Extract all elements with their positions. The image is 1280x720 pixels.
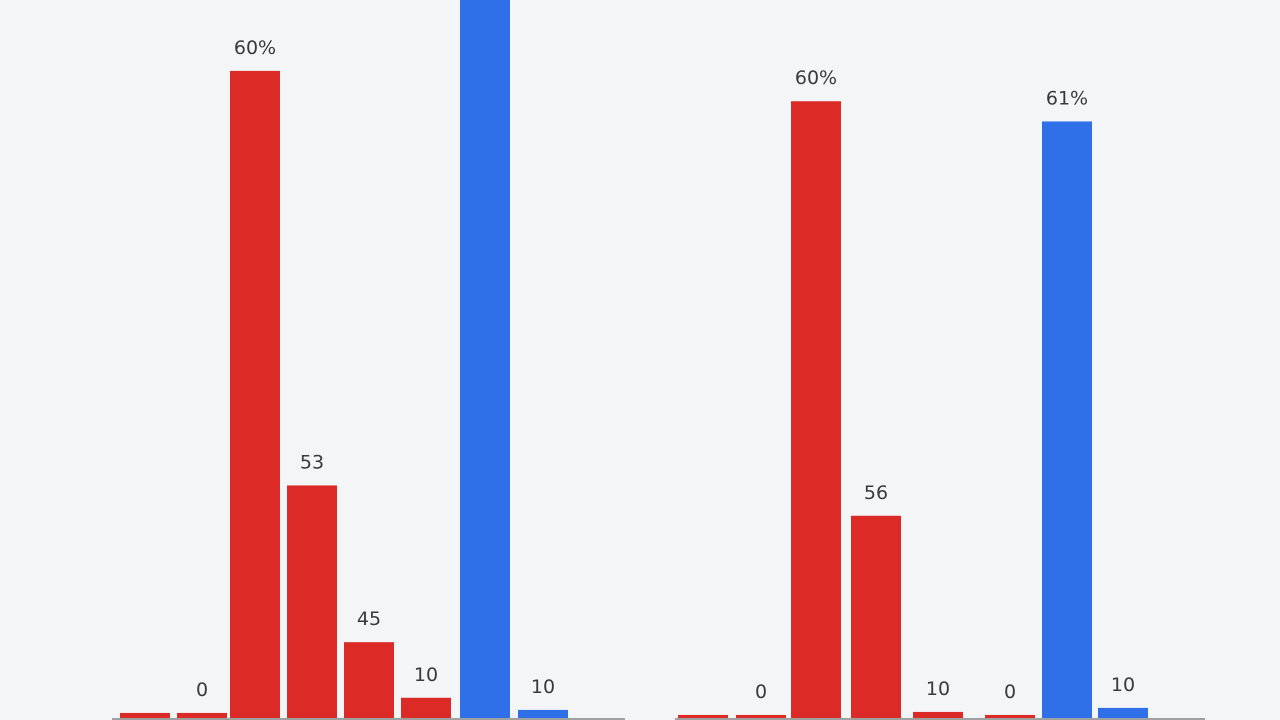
bar-red-1 bbox=[678, 714, 728, 718]
bar-blue-7 bbox=[460, 0, 510, 718]
bar-red-6 bbox=[401, 697, 451, 718]
bar-value-label: 45 bbox=[357, 608, 381, 630]
bar-red-5 bbox=[913, 711, 963, 718]
bar-value-label: 0 bbox=[1004, 681, 1016, 703]
bar-red-6 bbox=[985, 714, 1035, 718]
bar-value-label: 0 bbox=[196, 679, 208, 701]
bar-value-label: 60% bbox=[234, 37, 276, 59]
bar-red-3 bbox=[791, 101, 841, 718]
bar-value-label: 56 bbox=[864, 482, 888, 504]
bar-value-label: 10 bbox=[1111, 674, 1135, 696]
bar-red-2 bbox=[177, 712, 227, 718]
bar-blue-8 bbox=[1098, 707, 1148, 718]
bar-red-3 bbox=[230, 70, 280, 718]
left-bar-panel: 0 60% 53 45 10 10 bbox=[112, 0, 625, 720]
bar-red-2 bbox=[736, 714, 786, 718]
bar-blue-7 bbox=[1042, 121, 1092, 718]
bar-value-label: 10 bbox=[531, 676, 555, 698]
bar-red-1 bbox=[120, 712, 170, 718]
bar-value-label: 53 bbox=[300, 451, 324, 473]
bar-value-label: 61% bbox=[1046, 87, 1088, 109]
bar-blue-8 bbox=[518, 709, 568, 718]
bar-red-4 bbox=[287, 485, 337, 718]
bar-red-4 bbox=[851, 515, 901, 718]
bar-value-label: 10 bbox=[926, 678, 950, 700]
bar-value-label: 10 bbox=[414, 664, 438, 686]
bar-red-5 bbox=[344, 642, 394, 718]
bar-value-label: 0 bbox=[755, 681, 767, 703]
right-bar-panel: 0 60% 56 10 0 61% 10 bbox=[675, 67, 1205, 720]
bar-value-label: 60% bbox=[795, 67, 837, 89]
